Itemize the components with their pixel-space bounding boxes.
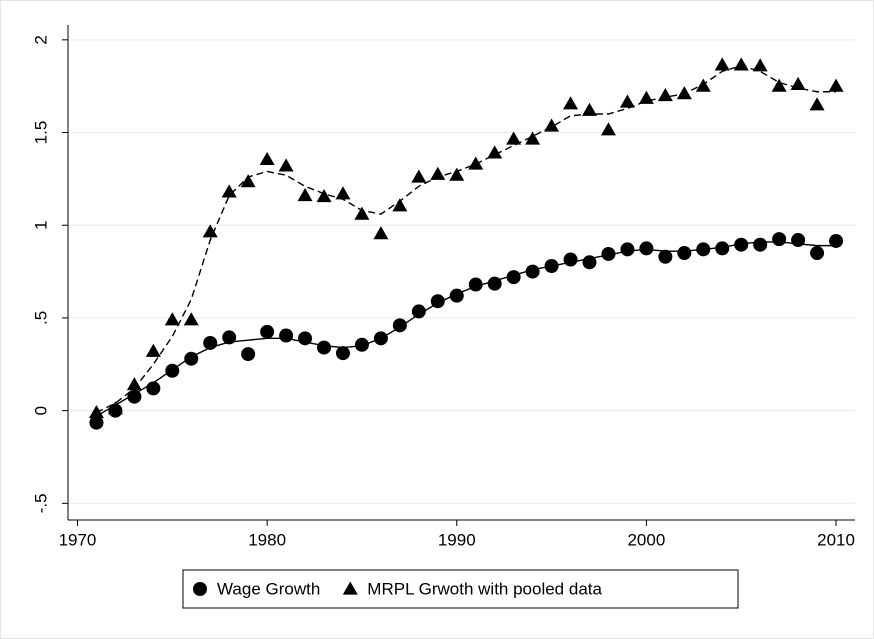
point xyxy=(202,224,218,238)
point xyxy=(392,318,407,333)
point xyxy=(638,90,654,104)
point xyxy=(771,78,787,92)
point xyxy=(392,198,408,212)
point xyxy=(88,404,104,419)
point xyxy=(714,57,730,71)
point xyxy=(600,122,616,136)
point xyxy=(260,324,275,339)
legend-marker xyxy=(342,581,358,595)
point xyxy=(639,241,654,256)
y-tick-label: .5 xyxy=(31,311,50,325)
point xyxy=(107,401,123,415)
point xyxy=(126,377,142,391)
point xyxy=(790,76,806,90)
point xyxy=(544,259,559,274)
point xyxy=(677,246,692,261)
point xyxy=(544,118,560,132)
y-tick-label: 1.5 xyxy=(31,121,50,145)
point xyxy=(449,288,464,303)
y-tick-label: 1 xyxy=(31,220,50,229)
x-tick-label: 1990 xyxy=(438,530,476,549)
point xyxy=(601,246,616,261)
point xyxy=(297,188,313,202)
point xyxy=(468,277,483,292)
point xyxy=(240,174,256,188)
point xyxy=(165,363,180,378)
point xyxy=(829,233,844,248)
point xyxy=(164,312,180,326)
point xyxy=(468,156,484,170)
y-tick-label: -.5 xyxy=(31,493,50,513)
point xyxy=(734,237,749,252)
point xyxy=(506,131,522,145)
point xyxy=(278,158,294,172)
legend-label: Wage Growth xyxy=(217,579,320,598)
legend-label: MRPL Grwoth with pooled data xyxy=(367,579,602,598)
x-tick-label: 2010 xyxy=(817,530,855,549)
point xyxy=(298,331,313,346)
point xyxy=(373,331,388,346)
point xyxy=(506,270,521,285)
point xyxy=(145,343,161,357)
point xyxy=(525,131,541,145)
point xyxy=(316,188,332,203)
fit-line xyxy=(96,65,837,414)
point xyxy=(335,186,351,200)
point xyxy=(241,347,256,362)
point xyxy=(582,102,598,116)
point xyxy=(791,233,806,248)
point xyxy=(259,151,275,166)
point xyxy=(449,167,465,181)
point xyxy=(620,242,635,257)
point xyxy=(753,237,768,252)
point xyxy=(487,145,503,159)
point xyxy=(658,249,673,264)
point xyxy=(733,57,749,71)
point xyxy=(619,94,635,108)
point xyxy=(183,312,199,326)
point xyxy=(809,97,825,111)
point xyxy=(430,166,446,180)
point xyxy=(752,58,768,72)
point xyxy=(127,389,142,404)
point xyxy=(411,169,427,183)
point xyxy=(430,294,445,309)
x-tick-label: 1980 xyxy=(248,530,286,549)
point xyxy=(317,340,332,355)
point xyxy=(203,335,218,350)
point xyxy=(221,184,237,198)
point xyxy=(695,78,711,92)
point xyxy=(184,351,199,366)
point xyxy=(676,86,692,100)
legend-marker xyxy=(193,582,207,596)
point xyxy=(411,304,426,319)
y-tick-label: 2 xyxy=(31,35,50,44)
point xyxy=(563,96,579,110)
point xyxy=(696,242,711,257)
point xyxy=(354,337,369,352)
point xyxy=(715,241,730,256)
legend-box xyxy=(182,569,739,609)
point xyxy=(582,255,597,270)
point xyxy=(335,346,350,361)
y-tick-label: 0 xyxy=(31,406,50,415)
point xyxy=(146,381,161,396)
point xyxy=(563,252,578,267)
point xyxy=(487,276,502,291)
point xyxy=(525,264,540,279)
point xyxy=(89,415,104,430)
point xyxy=(657,87,673,102)
point xyxy=(354,206,370,220)
x-tick-label: 2000 xyxy=(627,530,665,549)
fit-line xyxy=(96,241,837,417)
point xyxy=(222,330,237,345)
point xyxy=(810,246,825,261)
point xyxy=(772,232,787,247)
point xyxy=(828,78,844,92)
x-tick-label: 1970 xyxy=(59,530,97,549)
point xyxy=(279,328,294,343)
point xyxy=(373,226,389,240)
